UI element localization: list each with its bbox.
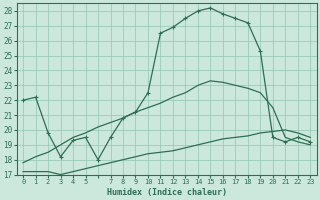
X-axis label: Humidex (Indice chaleur): Humidex (Indice chaleur) bbox=[107, 188, 227, 197]
